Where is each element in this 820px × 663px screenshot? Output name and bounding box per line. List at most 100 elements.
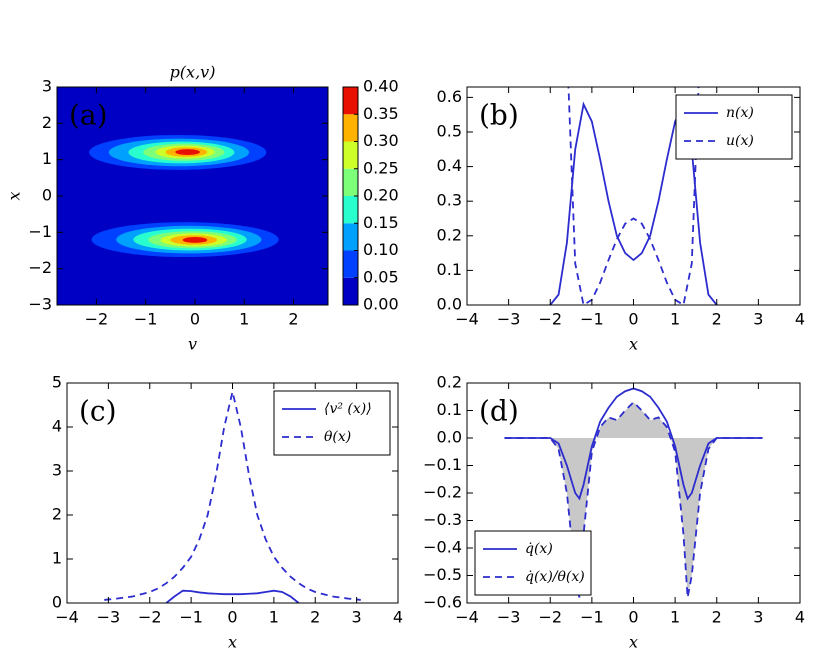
contour-region: [175, 149, 200, 155]
colorbar-tick-label: 0.40: [363, 77, 399, 96]
x-tick-label: −1: [179, 608, 203, 627]
colorbar-tick-label: 0.35: [363, 104, 399, 123]
y-tick-label: 1: [42, 149, 52, 168]
chart-title: p(x,v): [170, 63, 216, 82]
x-tick-label: −4: [455, 310, 479, 329]
y-tick-label: 0.2: [437, 373, 462, 392]
colorbar-band: [343, 250, 358, 278]
y-tick-label: 4: [52, 417, 62, 436]
y-tick-label: 3: [42, 77, 52, 96]
line: [165, 589, 300, 603]
plot-area: [104, 391, 361, 603]
x-tick-label: 2: [288, 310, 298, 329]
colorbar-band: [343, 196, 358, 224]
x-tick-label: −3: [97, 608, 121, 627]
x-tick-label: 1: [670, 608, 680, 627]
panel-label: (a): [69, 99, 108, 132]
x-axis-label: x: [228, 633, 237, 652]
panel-label: (d): [479, 395, 519, 428]
y-tick-label: 0.6: [437, 87, 462, 106]
y-tick-label: 0.3: [437, 191, 462, 210]
x-tick-label: 2: [712, 310, 722, 329]
y-tick-label: −0.6: [423, 593, 462, 612]
legend-label: q̇(x): [525, 541, 553, 557]
y-tick-label: −0.1: [423, 455, 462, 474]
colorbar-band: [343, 168, 358, 196]
x-tick-label: 2: [712, 608, 722, 627]
line: [104, 391, 361, 601]
legend-label: q̇(x)/θ(x): [525, 569, 585, 585]
y-tick-label: 0: [52, 593, 62, 612]
colorbar-tick-label: 0.20: [363, 186, 399, 205]
colorbar-band: [343, 277, 358, 305]
x-tick-label: −3: [497, 310, 521, 329]
y-tick-label: 0: [42, 186, 52, 205]
colorbar-band: [343, 114, 358, 142]
x-tick-label: 1: [670, 310, 680, 329]
x-tick-label: 0: [628, 310, 638, 329]
y-tick-label: 0.4: [437, 156, 462, 175]
y-tick-label: −0.4: [423, 538, 462, 557]
colorbar-tick-label: 0.10: [363, 240, 399, 259]
colorbar-tick-label: 0.00: [363, 295, 399, 314]
x-tick-label: 1: [239, 310, 249, 329]
y-tick-label: 0.0: [437, 295, 462, 314]
y-tick-label: −0.3: [423, 510, 462, 529]
x-tick-label: −1: [134, 310, 158, 329]
y-tick-label: 2: [42, 113, 52, 132]
line: [567, 87, 700, 305]
y-tick-label: 0.2: [437, 225, 462, 244]
x-tick-label: 0: [628, 608, 638, 627]
legend-box: [675, 94, 793, 160]
panel-label: (b): [479, 99, 519, 132]
y-tick-label: −0.2: [423, 483, 462, 502]
colorbar-tick-label: 0.30: [363, 131, 399, 150]
x-tick-label: −1: [580, 310, 604, 329]
y-tick-label: −1: [28, 222, 52, 241]
y-tick-label: 0.1: [437, 260, 462, 279]
y-tick-label: −3: [28, 295, 52, 314]
legend-label: n(x): [726, 105, 754, 121]
x-tick-label: −4: [55, 608, 79, 627]
x-tick-label: 4: [795, 608, 805, 627]
colorbar-band: [343, 141, 358, 169]
colorbar-tick-label: 0.25: [363, 158, 399, 177]
x-tick-label: 3: [352, 608, 362, 627]
x-axis-label: x: [629, 633, 638, 652]
colorbar-band: [343, 223, 358, 251]
x-tick-label: −2: [138, 608, 162, 627]
x-tick-label: −3: [497, 608, 521, 627]
area-fill: [504, 402, 763, 598]
legend-box: [273, 390, 391, 456]
contour-region: [182, 237, 208, 243]
x-tick-label: 4: [393, 608, 403, 627]
legend-label: ⟨v² (x)⟩: [324, 401, 372, 417]
colorbar-tick-label: 0.05: [363, 267, 399, 286]
colorbar-tick-label: 0.15: [363, 213, 399, 232]
x-tick-label: −2: [538, 608, 562, 627]
x-tick-label: 0: [190, 310, 200, 329]
legend-label: u(x): [726, 133, 754, 149]
x-tick-label: 1: [269, 608, 279, 627]
y-axis-label: x: [5, 191, 24, 200]
y-tick-label: 1: [52, 549, 62, 568]
x-tick-label: −1: [580, 608, 604, 627]
y-tick-label: −0.5: [423, 565, 462, 584]
x-tick-label: −2: [85, 310, 109, 329]
plot-area: [57, 87, 328, 305]
x-tick-label: 4: [795, 310, 805, 329]
legend-box: [474, 530, 592, 596]
y-tick-label: 5: [52, 373, 62, 392]
y-tick-label: 0.0: [437, 428, 462, 447]
y-tick-label: 0.1: [437, 400, 462, 419]
y-tick-label: 3: [52, 461, 62, 480]
x-tick-label: 0: [227, 608, 237, 627]
x-axis-label: x: [629, 335, 638, 354]
x-tick-label: 3: [753, 310, 763, 329]
y-tick-label: −2: [28, 258, 52, 277]
legend-label: θ(x): [324, 429, 351, 445]
x-tick-label: −4: [455, 608, 479, 627]
y-tick-label: 0.5: [437, 121, 462, 140]
x-tick-label: 3: [753, 608, 763, 627]
